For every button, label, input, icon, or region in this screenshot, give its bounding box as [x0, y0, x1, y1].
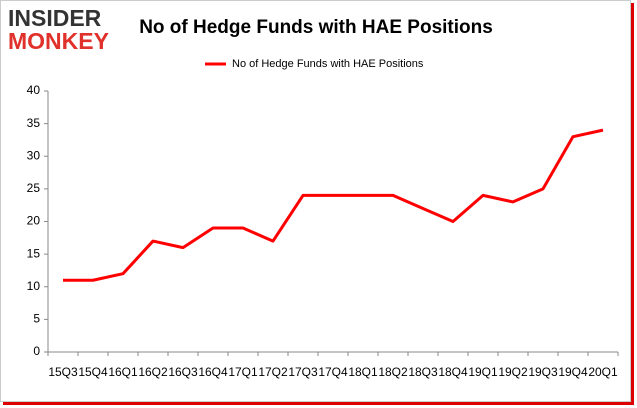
x-tick-label: 19Q4 — [558, 365, 588, 379]
x-tick-label: 18Q3 — [408, 365, 438, 379]
line — [63, 128, 604, 282]
x-tick-label: 19Q2 — [498, 365, 528, 379]
y-tick-label: 40 — [27, 83, 41, 97]
x-tick-label: 15Q4 — [78, 365, 108, 379]
x-tick-label: 16Q1 — [108, 365, 138, 379]
y-tick-label: 0 — [33, 344, 40, 358]
logo-top: INSIDER — [8, 5, 102, 31]
y-tick-label: 5 — [33, 312, 40, 326]
x-tick-label: 18Q2 — [378, 365, 408, 379]
x-tick-label: 17Q4 — [318, 365, 348, 379]
x-tick-label: 17Q3 — [288, 365, 318, 379]
x-tick-label: 15Q3 — [48, 365, 78, 379]
x-tick-label: 17Q1 — [228, 365, 258, 379]
chart-title: No of Hedge Funds with HAE Positions — [139, 17, 493, 38]
y-tick-label: 15 — [27, 246, 41, 260]
x-tick-label: 20Q1 — [588, 365, 618, 379]
logo-bottom: MONKEY — [8, 28, 109, 54]
x-tick-label: 16Q2 — [138, 365, 168, 379]
y-tick-label: 35 — [27, 116, 41, 130]
x-tick-label: 16Q4 — [198, 365, 228, 379]
frame — [0, 0, 631, 402]
x-tick-label: 19Q1 — [468, 365, 498, 379]
y-tick-label: 20 — [27, 214, 41, 228]
y-tick-label: 25 — [27, 181, 41, 195]
y-tick-label: 10 — [27, 279, 41, 293]
legend-label: No of Hedge Funds with HAE Positions — [232, 58, 424, 70]
x-tick-label: 16Q3 — [168, 365, 198, 379]
x-tick-label: 18Q1 — [348, 365, 378, 379]
x-tick-label: 18Q4 — [438, 365, 468, 379]
x-tick-label: 17Q2 — [258, 365, 288, 379]
x-tick-label: 19Q3 — [528, 365, 558, 379]
y-tick-label: 30 — [27, 148, 41, 162]
